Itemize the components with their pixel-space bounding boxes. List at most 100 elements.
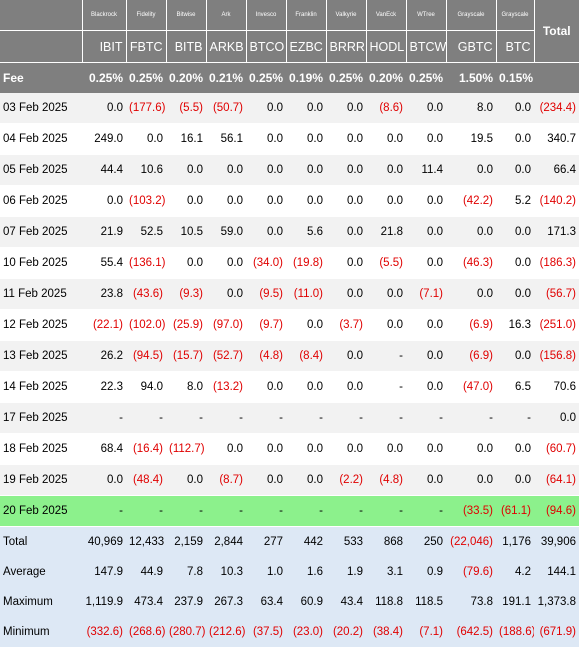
summary-label: Total bbox=[0, 527, 82, 558]
row-total: (251.0) bbox=[534, 310, 579, 341]
summary-cell: 1.0 bbox=[246, 557, 286, 587]
ticker-header-row: IBIT FBTC BITB ARKB BTCO EZBC BRRR HODL … bbox=[0, 31, 579, 63]
flow-cell: 0.0 bbox=[82, 465, 126, 496]
flow-cell: (102.0) bbox=[126, 310, 166, 341]
total-column-header: Total bbox=[534, 0, 579, 63]
flow-cell: 0.0 bbox=[446, 434, 496, 465]
summary-cell: 2,159 bbox=[166, 527, 206, 558]
summary-cell: (7.1) bbox=[406, 617, 446, 647]
flow-cell: 0.0 bbox=[406, 217, 446, 248]
row-total: 340.7 bbox=[534, 124, 579, 155]
flow-cell: (9.7) bbox=[246, 310, 286, 341]
fee-value: 0.25% bbox=[82, 63, 126, 94]
summary-cell: (188.6) bbox=[496, 617, 534, 647]
summary-total: 1,373.8 bbox=[534, 587, 579, 617]
flow-cell: 0.0 bbox=[206, 155, 246, 186]
row-date: 20 Feb 2025 bbox=[0, 496, 82, 527]
flow-cell: - bbox=[206, 403, 246, 434]
summary-cell: 63.4 bbox=[246, 587, 286, 617]
summary-cell: (332.6) bbox=[82, 617, 126, 647]
flow-cell: (103.2) bbox=[126, 186, 166, 217]
flow-cell: 16.1 bbox=[166, 124, 206, 155]
flow-cell: 0.0 bbox=[326, 93, 366, 124]
flow-cell: 0.0 bbox=[286, 93, 326, 124]
flow-cell: 0.0 bbox=[246, 93, 286, 124]
flow-cell: - bbox=[246, 403, 286, 434]
flow-cell: 0.0 bbox=[326, 341, 366, 372]
row-total: (156.8) bbox=[534, 341, 579, 372]
summary-cell: 1.9 bbox=[326, 557, 366, 587]
summary-cell: 3.1 bbox=[366, 557, 406, 587]
issuer-name: Blackrock bbox=[82, 0, 126, 31]
flow-cell: 55.4 bbox=[82, 248, 126, 279]
summary-total: 39,906 bbox=[534, 527, 579, 558]
fee-row: Fee 0.25% 0.25% 0.20% 0.21% 0.25% 0.19% … bbox=[0, 63, 579, 94]
flow-cell: 0.0 bbox=[286, 155, 326, 186]
ticker-label: HODL bbox=[366, 31, 406, 63]
flow-cell: (7.1) bbox=[406, 279, 446, 310]
flow-cell: 0.0 bbox=[496, 279, 534, 310]
flow-cell: 8.0 bbox=[446, 93, 496, 124]
flow-cell: 249.0 bbox=[82, 124, 126, 155]
flow-cell: 23.8 bbox=[82, 279, 126, 310]
flow-cell: 0.0 bbox=[496, 155, 534, 186]
flow-cell: (43.6) bbox=[126, 279, 166, 310]
issuer-name: Grayscale bbox=[446, 0, 496, 31]
summary-cell: (212.6) bbox=[206, 617, 246, 647]
flow-cell: 0.0 bbox=[326, 248, 366, 279]
summary-label: Average bbox=[0, 557, 82, 587]
flow-cell: 0.0 bbox=[246, 465, 286, 496]
ticker-label: BITB bbox=[166, 31, 206, 63]
flow-cell: - bbox=[82, 403, 126, 434]
summary-cell: 1,176 bbox=[496, 527, 534, 558]
flow-cell: 0.0 bbox=[406, 186, 446, 217]
flow-cell: 0.0 bbox=[326, 279, 366, 310]
flow-cell: 0.0 bbox=[166, 155, 206, 186]
flow-cell: 0.0 bbox=[496, 341, 534, 372]
summary-cell: 2,844 bbox=[206, 527, 246, 558]
flow-cell: 0.0 bbox=[326, 372, 366, 403]
flow-cell: (42.2) bbox=[446, 186, 496, 217]
ticker-label: EZBC bbox=[286, 31, 326, 63]
summary-cell: 1.6 bbox=[286, 557, 326, 587]
flow-cell: (5.5) bbox=[366, 248, 406, 279]
fee-value: 0.21% bbox=[206, 63, 246, 94]
flow-cell: 0.0 bbox=[286, 434, 326, 465]
fee-label: Fee bbox=[0, 63, 82, 94]
summary-cell: 4.2 bbox=[496, 557, 534, 587]
flow-cell: (11.0) bbox=[286, 279, 326, 310]
flow-cell: 0.0 bbox=[286, 186, 326, 217]
fee-value: 1.50% bbox=[446, 63, 496, 94]
summary-cell: 7.8 bbox=[166, 557, 206, 587]
ticker-label: BTC bbox=[496, 31, 534, 63]
summary-cell: 250 bbox=[406, 527, 446, 558]
flow-cell: 0.0 bbox=[286, 465, 326, 496]
flow-cell: (9.5) bbox=[246, 279, 286, 310]
row-date: 05 Feb 2025 bbox=[0, 155, 82, 186]
summary-cell: 44.9 bbox=[126, 557, 166, 587]
flow-cell: (177.6) bbox=[126, 93, 166, 124]
flow-cell: 0.0 bbox=[166, 465, 206, 496]
flow-cell: (22.1) bbox=[82, 310, 126, 341]
flow-cell: - bbox=[446, 403, 496, 434]
flow-cell: (46.3) bbox=[446, 248, 496, 279]
flow-cell: 52.5 bbox=[126, 217, 166, 248]
flow-cell: 68.4 bbox=[82, 434, 126, 465]
ticker-label: BTCW bbox=[406, 31, 446, 63]
flow-cell: (15.7) bbox=[166, 341, 206, 372]
flow-cell: 0.0 bbox=[246, 372, 286, 403]
flow-cell: - bbox=[82, 496, 126, 527]
issuer-header-row: Blackrock Fidelity Bitwise Ark Invesco F… bbox=[0, 0, 579, 31]
summary-total: (671.9) bbox=[534, 617, 579, 647]
row-date: 17 Feb 2025 bbox=[0, 403, 82, 434]
flow-cell: 21.9 bbox=[82, 217, 126, 248]
